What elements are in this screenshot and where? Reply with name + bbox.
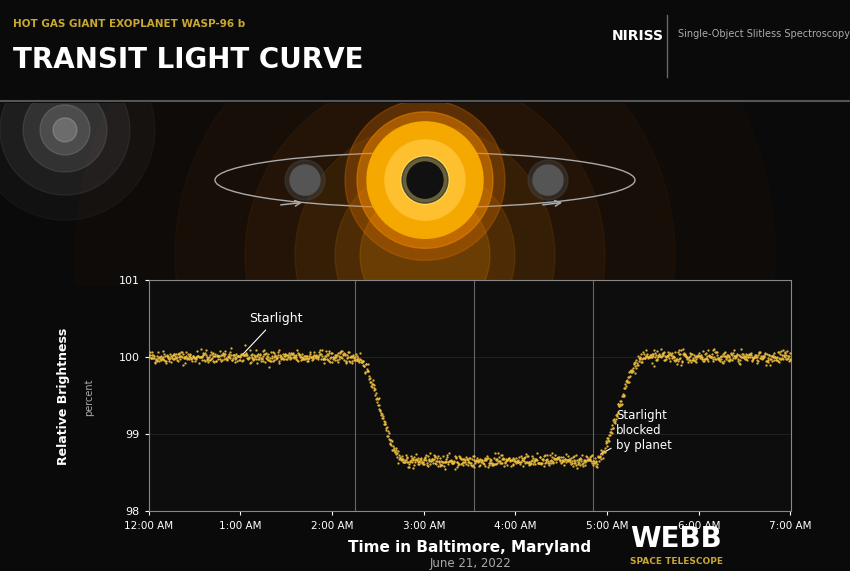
Circle shape xyxy=(402,157,448,203)
Circle shape xyxy=(285,160,325,200)
Text: Time in Baltimore, Maryland: Time in Baltimore, Maryland xyxy=(348,540,592,554)
Circle shape xyxy=(360,190,490,321)
Text: HOT GAS GIANT EXOPLANET WASP-96 b: HOT GAS GIANT EXOPLANET WASP-96 b xyxy=(13,18,245,29)
Text: TRANSIT LIGHT CURVE: TRANSIT LIGHT CURVE xyxy=(13,46,363,74)
Text: Starlight: Starlight xyxy=(242,312,303,355)
Circle shape xyxy=(357,112,493,248)
Text: Single-Object Slitless Spectroscopy: Single-Object Slitless Spectroscopy xyxy=(678,29,850,39)
Circle shape xyxy=(0,65,130,195)
Circle shape xyxy=(385,140,465,220)
Text: SPACE TELESCOPE: SPACE TELESCOPE xyxy=(631,557,723,566)
Circle shape xyxy=(367,122,483,238)
Circle shape xyxy=(533,165,563,195)
Text: percent: percent xyxy=(84,378,94,416)
Circle shape xyxy=(175,5,675,506)
Circle shape xyxy=(407,162,443,198)
Circle shape xyxy=(290,165,320,195)
Circle shape xyxy=(295,125,555,386)
Circle shape xyxy=(245,75,605,436)
Text: NIRISS: NIRISS xyxy=(612,29,664,43)
Text: Relative Brightness: Relative Brightness xyxy=(57,328,71,465)
Circle shape xyxy=(40,105,90,155)
Circle shape xyxy=(23,88,107,172)
Circle shape xyxy=(528,160,568,200)
Circle shape xyxy=(345,100,505,260)
Circle shape xyxy=(53,118,77,142)
Circle shape xyxy=(335,165,515,345)
Circle shape xyxy=(401,156,449,204)
Text: Starlight
blocked
by planet: Starlight blocked by planet xyxy=(600,409,672,454)
Text: WEBB: WEBB xyxy=(631,525,722,553)
Text: June 21, 2022: June 21, 2022 xyxy=(429,557,511,570)
